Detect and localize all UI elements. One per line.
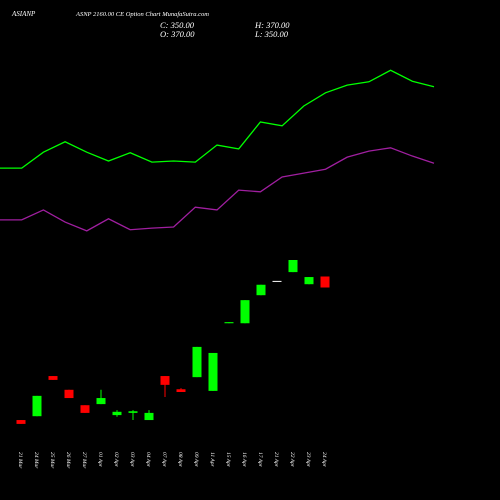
- line-series: [0, 147, 435, 232]
- candle-body: [64, 389, 74, 399]
- chart-title: ASNP 2160.00 CE Option Chart MunafaSutra…: [75, 11, 209, 18]
- candle-body: [304, 277, 314, 285]
- x-tick-label: 16 Apr: [241, 452, 247, 468]
- x-tick-label: 27 Mar: [81, 452, 87, 469]
- candle-body: [32, 395, 42, 417]
- candle-body: [112, 411, 122, 416]
- x-tick-label: 15 Apr: [225, 452, 231, 468]
- candle-body: [96, 398, 106, 405]
- candle-body: [128, 411, 138, 413]
- candle-body: [80, 405, 90, 413]
- x-tick-label: 21 Mar: [17, 452, 23, 469]
- x-tick-label: 25 Mar: [49, 452, 55, 469]
- open-stat: O: 370.00: [160, 29, 195, 39]
- x-tick-label: 02 Apr: [113, 452, 119, 468]
- candle-body: [320, 276, 330, 288]
- symbol: ASIANP: [11, 10, 36, 18]
- candle-body: [176, 389, 186, 392]
- candle-body: [144, 412, 154, 421]
- candle-body: [224, 322, 234, 324]
- candle-body: [240, 300, 250, 324]
- x-tick-label: 11 Apr: [209, 452, 215, 467]
- close-stat: C: 350.00: [160, 20, 195, 30]
- candle-body: [192, 346, 202, 378]
- candle-body: [288, 260, 298, 273]
- line-series: [0, 69, 435, 169]
- candle-body: [208, 352, 218, 391]
- x-tick-label: 07 Apr: [161, 452, 167, 468]
- x-tick-label: 09 Apr: [193, 452, 199, 468]
- x-tick-label: 08 Apr: [177, 452, 183, 468]
- x-tick-label: 01 Apr: [97, 452, 103, 468]
- candle-body: [48, 376, 58, 380]
- candle-body: [272, 280, 282, 282]
- x-tick-label: 04 Apr: [145, 452, 152, 468]
- candle-body: [16, 420, 26, 424]
- x-tick-label: 26 Mar: [65, 452, 71, 469]
- candle-body: [256, 284, 266, 296]
- x-tick-label: 22 Apr: [289, 452, 295, 468]
- candle-body: [160, 376, 170, 385]
- x-tick-label: 03 Apr: [129, 452, 135, 468]
- x-tick-label: 24 Mar: [33, 452, 40, 469]
- x-tick-label: 23 Apr: [305, 452, 311, 468]
- x-tick-label: 21 Apr: [273, 452, 279, 468]
- low-stat: L: 350.00: [254, 29, 289, 39]
- high-stat: H: 370.00: [254, 20, 290, 30]
- x-tick-label: 17 Apr: [257, 452, 263, 468]
- x-tick-label: 24 Apr: [321, 452, 328, 468]
